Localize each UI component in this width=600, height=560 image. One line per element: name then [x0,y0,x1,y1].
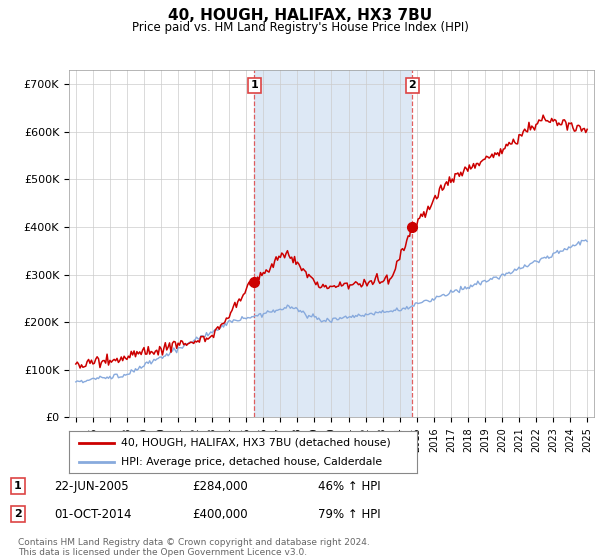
Text: 1: 1 [250,81,258,90]
Text: Contains HM Land Registry data © Crown copyright and database right 2024.
This d: Contains HM Land Registry data © Crown c… [18,538,370,557]
Text: HPI: Average price, detached house, Calderdale: HPI: Average price, detached house, Cald… [121,457,382,467]
Text: 46% ↑ HPI: 46% ↑ HPI [318,479,380,493]
Text: 40, HOUGH, HALIFAX, HX3 7BU (detached house): 40, HOUGH, HALIFAX, HX3 7BU (detached ho… [121,437,391,447]
Text: 22-JUN-2005: 22-JUN-2005 [54,479,128,493]
Bar [254,70,412,417]
Text: 01-OCT-2014: 01-OCT-2014 [54,507,131,521]
Text: 2: 2 [409,81,416,90]
Text: 2: 2 [14,509,22,519]
Text: 79% ↑ HPI: 79% ↑ HPI [318,507,380,521]
Text: 40, HOUGH, HALIFAX, HX3 7BU: 40, HOUGH, HALIFAX, HX3 7BU [168,8,432,24]
Text: £400,000: £400,000 [192,507,248,521]
Text: £284,000: £284,000 [192,479,248,493]
Text: Price paid vs. HM Land Registry's House Price Index (HPI): Price paid vs. HM Land Registry's House … [131,21,469,34]
Text: 1: 1 [14,481,22,491]
